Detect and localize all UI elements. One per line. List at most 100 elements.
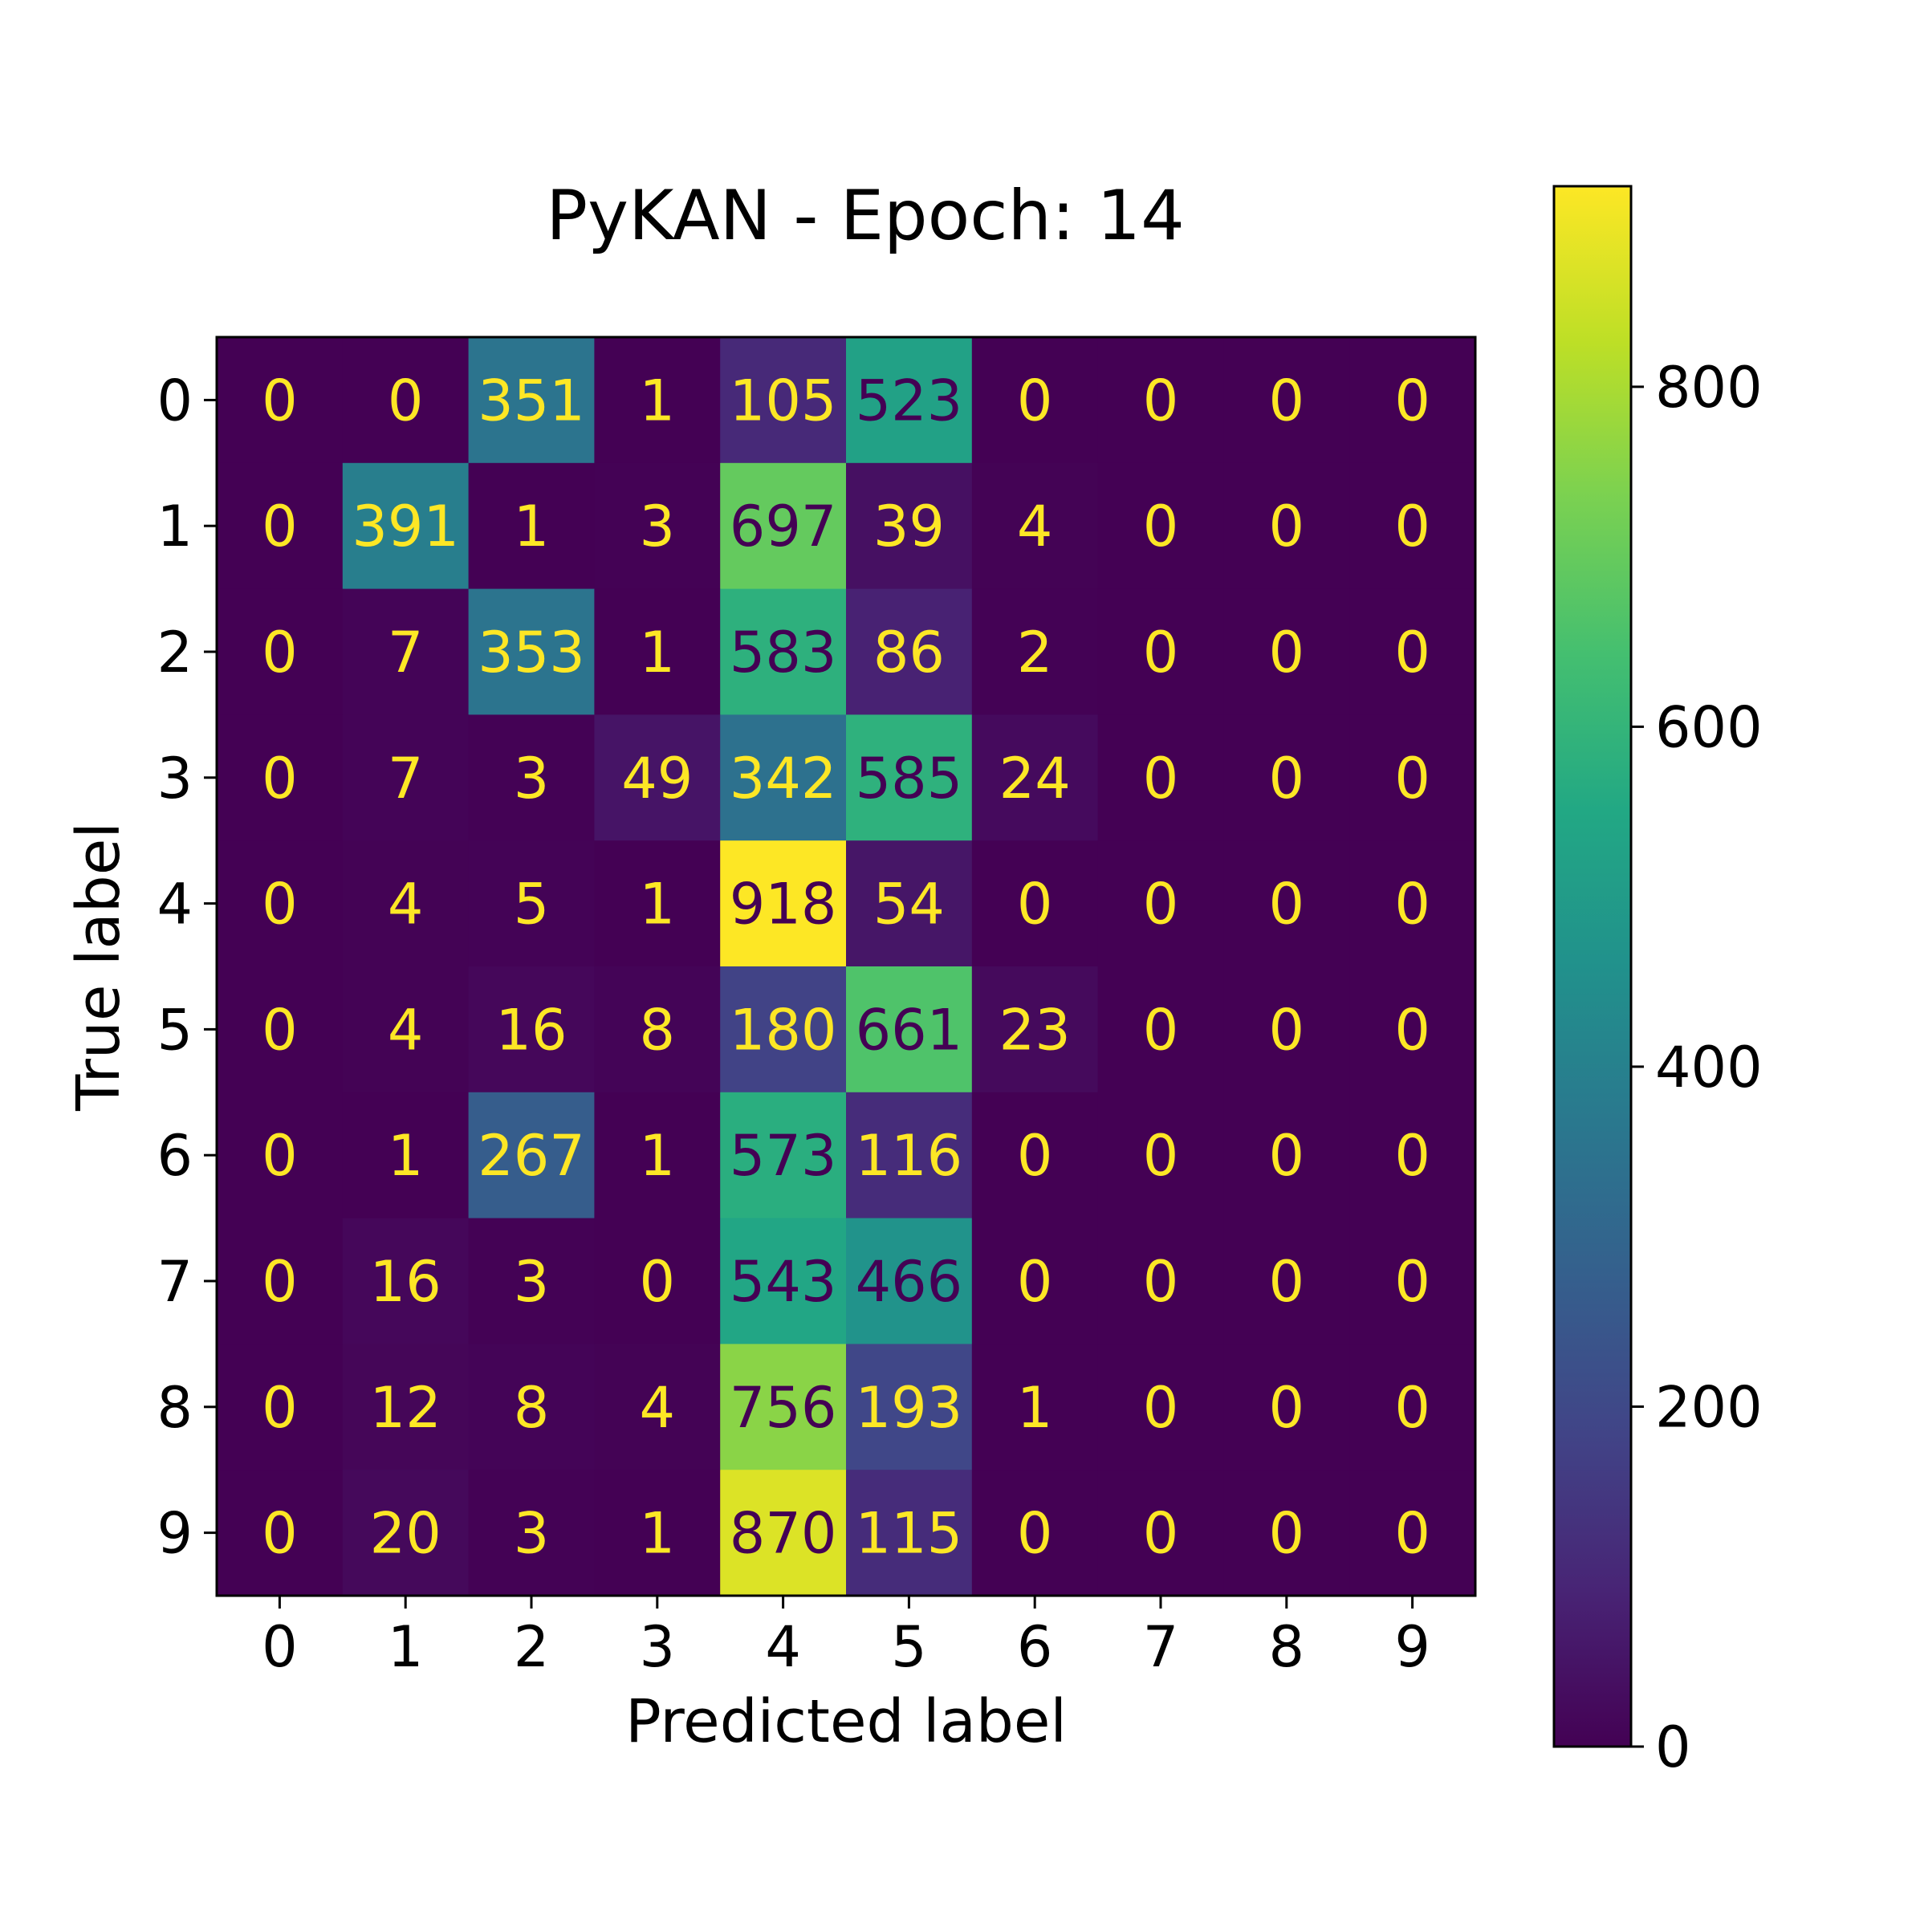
heatmap-cell [342, 1092, 470, 1219]
heatmap-cell [720, 588, 847, 715]
heatmap-cell [1097, 840, 1224, 967]
colorbar-tick-label: 200 [1655, 1374, 1763, 1440]
x-tick-label: 1 [388, 1614, 424, 1680]
cell-value-label: 2 [1017, 620, 1053, 685]
heatmap-cell [1349, 1218, 1476, 1344]
heatmap-cell [846, 588, 973, 715]
y-axis-ticks: 0 1 2 3 4 5 6 7 8 9 [157, 368, 217, 1567]
heatmap-cell [468, 462, 595, 590]
cell-value-label: 0 [1394, 1249, 1430, 1315]
heatmap-cell [1097, 1218, 1224, 1344]
x-tick-label: 8 [1269, 1614, 1305, 1680]
cell-value-label: 0 [262, 494, 298, 559]
cell-value-label: 0 [1143, 1123, 1179, 1189]
heatmap-cell [217, 1470, 344, 1596]
cell-value-label: 4 [640, 1375, 676, 1441]
y-tick-label: 6 [157, 1123, 193, 1189]
cell-value-label: 0 [1143, 368, 1179, 433]
cell-value-label: 661 [856, 997, 963, 1063]
y-tick-label: 0 [157, 368, 193, 433]
y-tick-label: 7 [157, 1249, 193, 1315]
heatmap-cell [1097, 1092, 1224, 1219]
cell-value-label: 193 [856, 1375, 963, 1441]
cell-value-label: 0 [1143, 620, 1179, 685]
heatmap-cell [594, 714, 721, 841]
cell-value-label: 4 [388, 997, 424, 1063]
heatmap-cell [1097, 588, 1224, 715]
heatmap-cell [846, 337, 973, 464]
heatmap-cell [971, 714, 1099, 841]
heatmap-cell [594, 1092, 721, 1219]
heatmap-cell [720, 1218, 847, 1344]
cell-value-label: 7 [388, 746, 424, 811]
cell-value-label: 543 [730, 1249, 837, 1315]
x-tick-label: 2 [514, 1614, 550, 1680]
cell-value-label: 0 [262, 620, 298, 685]
heatmap-cell [1097, 1344, 1224, 1470]
cell-value-label: 116 [856, 1123, 963, 1189]
cell-value-label: 1 [1017, 1375, 1053, 1441]
y-tick-label: 8 [157, 1375, 193, 1441]
cell-value-label: 1 [640, 368, 676, 433]
heatmap-cell [217, 1092, 344, 1219]
cell-value-label: 0 [1017, 1501, 1053, 1567]
x-axis-label: Predicted label [625, 1687, 1067, 1756]
y-tick-label: 5 [157, 997, 193, 1063]
cell-value-label: 3 [514, 1501, 550, 1567]
heatmap-cell [971, 337, 1099, 464]
heatmap-cell [1349, 1092, 1476, 1219]
x-tick-label: 5 [891, 1614, 927, 1680]
heatmap-cell [1223, 966, 1350, 1093]
heatmap-cell [217, 337, 344, 464]
heatmap-cell [1223, 1470, 1350, 1596]
heatmap-cell [217, 966, 344, 1093]
heatmap-cell [846, 1218, 973, 1344]
heatmap-cell [468, 337, 595, 464]
cell-value-label: 3 [640, 494, 676, 559]
cell-value-label: 1 [640, 872, 676, 938]
cell-value-label: 585 [856, 746, 963, 811]
cell-value-label: 54 [873, 872, 945, 938]
cell-value-label: 0 [1269, 620, 1305, 685]
cell-value-label: 0 [1017, 1249, 1053, 1315]
heatmap-cell [1223, 1344, 1350, 1470]
cell-value-label: 583 [730, 620, 837, 685]
y-tick-label: 3 [157, 746, 193, 811]
cell-value-label: 8 [514, 1375, 550, 1441]
heatmap-cell [468, 1344, 595, 1470]
cell-value-label: 1 [640, 1123, 676, 1189]
cell-value-label: 16 [495, 997, 567, 1063]
heatmap-cell [468, 1092, 595, 1219]
cell-value-label: 0 [1269, 368, 1305, 433]
colorbar [1552, 185, 1633, 1748]
heatmap-cell [468, 714, 595, 841]
heatmap-cell [1223, 714, 1350, 841]
heatmap-cell [1349, 462, 1476, 590]
cell-value-label: 3 [514, 1249, 550, 1315]
cell-value-label: 0 [262, 997, 298, 1063]
y-tick-label: 2 [157, 620, 193, 685]
cell-value-label: 0 [262, 1375, 298, 1441]
heatmap-cell [971, 462, 1099, 590]
heatmap-cell [1349, 840, 1476, 967]
heatmap-cell [1097, 337, 1224, 464]
cell-value-label: 353 [478, 620, 585, 685]
colorbar-tick-label: 600 [1655, 694, 1763, 760]
heatmap-cell [1097, 966, 1224, 1093]
cell-value-label: 115 [856, 1501, 963, 1567]
cell-value-label: 523 [856, 368, 963, 433]
cell-value-label: 0 [1269, 1123, 1305, 1189]
cell-value-label: 3 [514, 746, 550, 811]
cell-value-label: 391 [352, 494, 459, 559]
cell-value-label: 7 [388, 620, 424, 685]
cell-value-label: 0 [1394, 1123, 1430, 1189]
cell-value-label: 0 [1143, 746, 1179, 811]
cell-value-label: 870 [730, 1501, 837, 1567]
heatmap-cell [1097, 1470, 1224, 1596]
cell-value-label: 0 [1143, 1501, 1179, 1567]
heatmap-cell [1349, 1344, 1476, 1470]
colorbar-tick-label: 0 [1655, 1714, 1691, 1780]
x-tick-label: 0 [262, 1614, 298, 1680]
cell-value-label: 1 [514, 494, 550, 559]
cell-value-label: 0 [1269, 746, 1305, 811]
